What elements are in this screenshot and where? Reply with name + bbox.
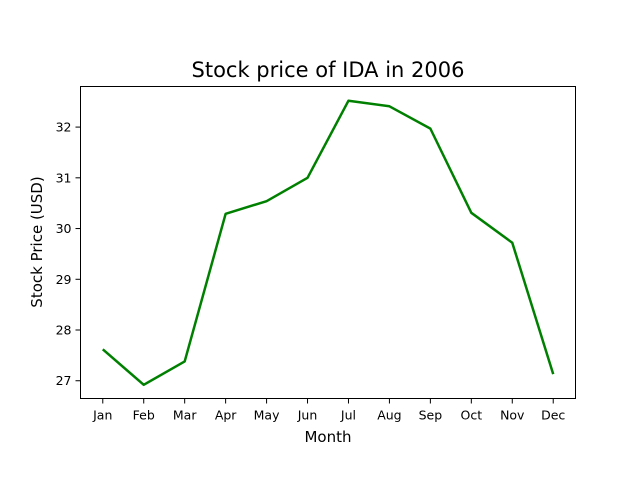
x-tick-label: Jan	[92, 408, 112, 423]
y-tick-label: 32	[56, 120, 72, 135]
x-axis-label: Month	[304, 428, 351, 446]
x-tick-label: Dec	[541, 408, 565, 423]
x-tick-label: Jun	[297, 408, 318, 423]
y-tick-label: 27	[56, 373, 72, 388]
chart-title: Stock price of IDA in 2006	[192, 58, 465, 82]
x-tick-label: Aug	[377, 408, 401, 423]
y-axis-label: Stock Price (USD)	[28, 176, 46, 307]
x-tick-label: Nov	[500, 408, 525, 423]
y-tick-label: 29	[56, 272, 72, 287]
x-tick-label: Mar	[173, 408, 197, 423]
x-tick-label: May	[254, 408, 280, 423]
y-tick-label: 31	[56, 170, 72, 185]
y-tick-label: 28	[56, 323, 72, 338]
x-tick-label: Oct	[461, 408, 483, 423]
x-tick-label: Jul	[340, 408, 356, 423]
x-tick-label: Apr	[215, 408, 237, 423]
x-tick-label: Sep	[419, 408, 443, 423]
x-tick-label: Feb	[133, 408, 155, 423]
y-tick-label: 30	[56, 221, 72, 236]
